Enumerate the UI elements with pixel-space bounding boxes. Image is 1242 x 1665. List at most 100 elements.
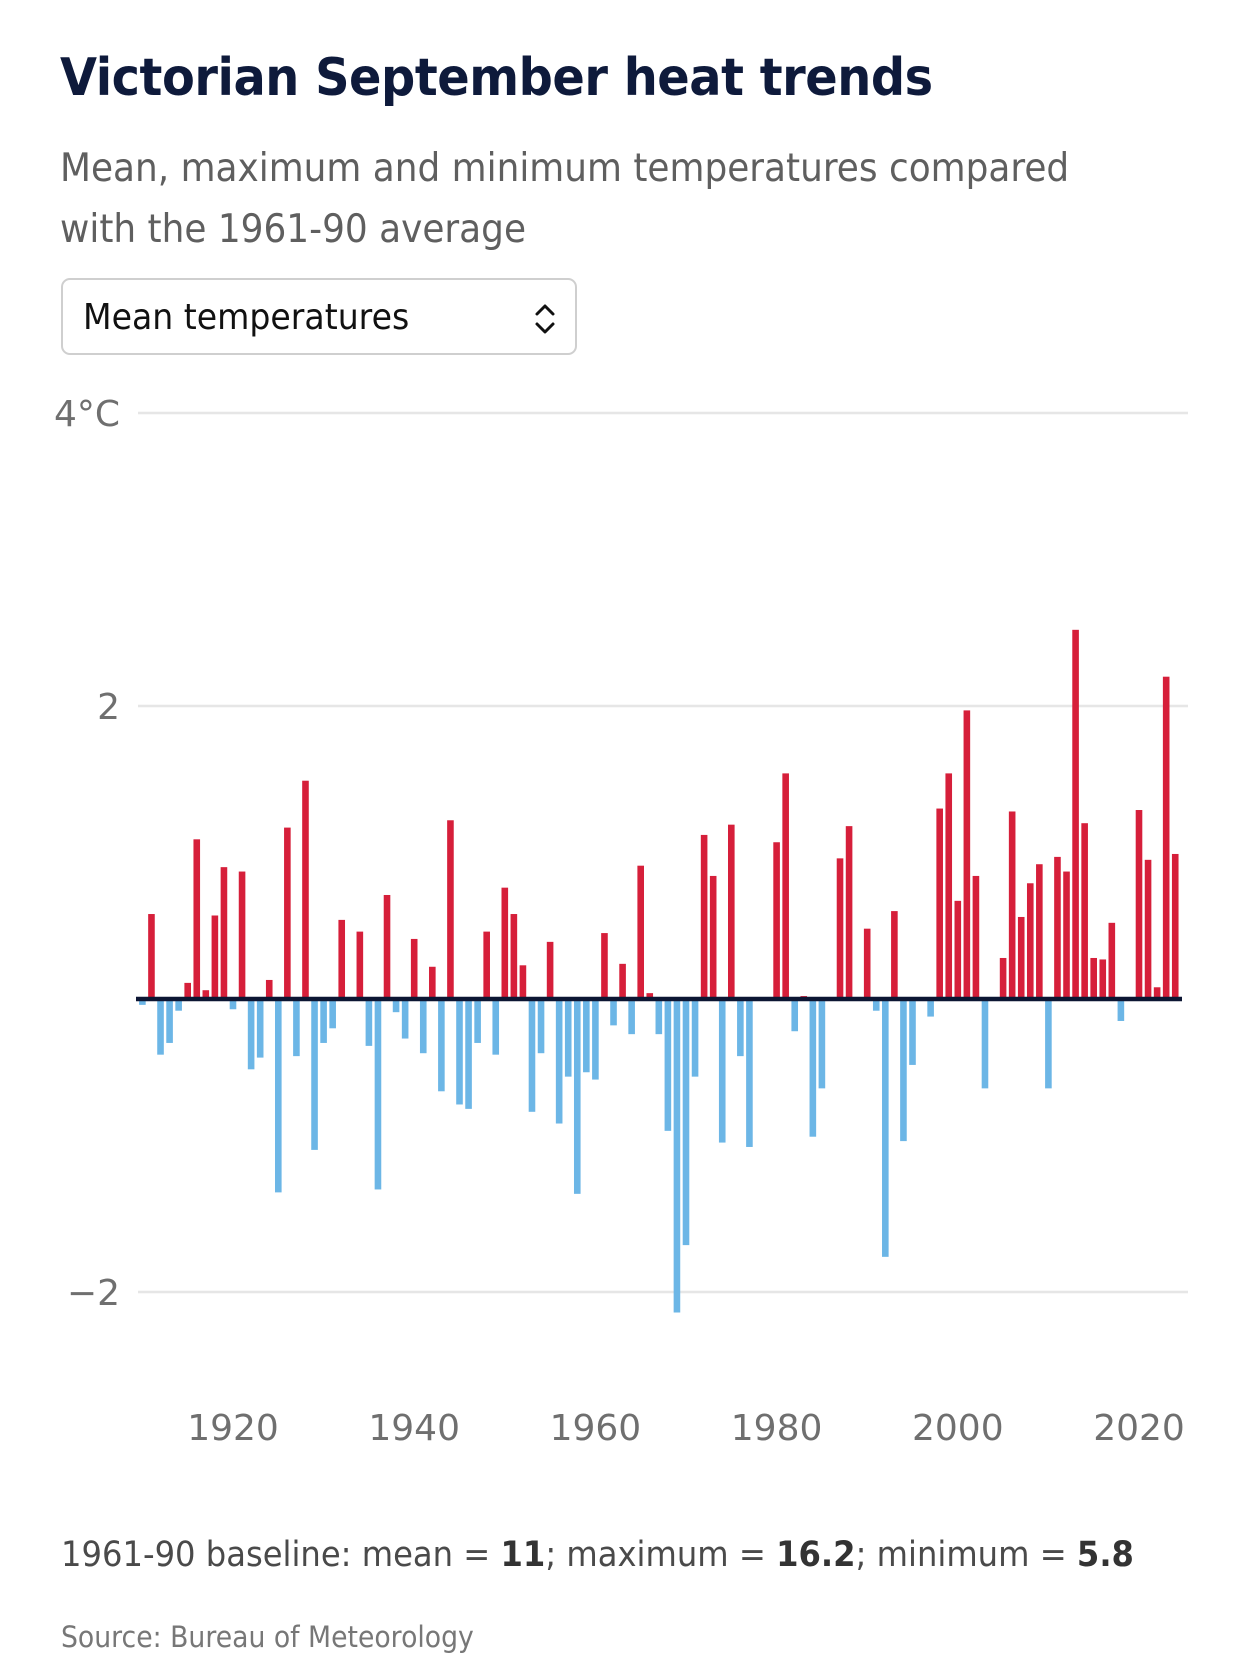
bar-1942: [429, 966, 436, 999]
x-tick-label: 1940: [368, 1408, 460, 1449]
bar-1944: [447, 820, 454, 999]
bar-1984: [809, 999, 817, 1137]
bar-1954: [537, 999, 545, 1054]
bar-2021: [1144, 859, 1152, 999]
y-axis-labels: 4°C 2 −2: [54, 394, 120, 1314]
bar-1929: [311, 999, 318, 1150]
bar-chart: 4°C 2 −2 1920 1940 1960 1980 2000 2020: [54, 394, 1188, 1449]
bar-1926: [284, 827, 291, 999]
bar-1943: [438, 999, 445, 1092]
baseline-sep1: ; maximum =: [545, 1535, 777, 1575]
bar-2015: [1090, 957, 1097, 999]
source-note: Source: Bureau of Meteorology: [61, 1620, 474, 1654]
bar-1934: [356, 931, 364, 999]
bars: [139, 629, 1179, 1313]
baseline-mean: 11: [500, 1535, 546, 1575]
bar-1985: [818, 999, 826, 1089]
bar-1919: [220, 867, 228, 999]
bar-1910: [139, 999, 146, 1005]
bar-1922: [247, 999, 255, 1070]
bar-1950: [501, 887, 509, 999]
bar-1956: [555, 999, 563, 1124]
baseline-note: 1961-90 baseline: mean = 11; maximum = 1…: [61, 1535, 1134, 1575]
bar-1976: [737, 999, 744, 1057]
bar-1982: [791, 999, 799, 1032]
bar-1980: [773, 842, 780, 999]
baseline-maximum: 16.2: [776, 1535, 856, 1575]
bar-1972: [700, 834, 708, 999]
chart-subtitle: Mean, maximum and minimum temperatures c…: [60, 146, 1070, 252]
bar-1928: [302, 780, 309, 999]
bar-1945: [456, 999, 463, 1105]
bar-2018: [1117, 999, 1125, 1021]
bar-1958: [573, 999, 581, 1194]
x-tick-label: 1920: [187, 1408, 279, 1449]
x-tick-label: 2020: [1093, 1408, 1185, 1449]
bar-1993: [891, 911, 898, 999]
x-tick-label: 1980: [731, 1408, 823, 1449]
bar-1977: [746, 999, 753, 1147]
bar-1939: [401, 999, 409, 1039]
bar-1963: [619, 963, 626, 999]
y-tick-label: −2: [67, 1273, 120, 1314]
bar-1927: [293, 999, 300, 1057]
bar-2008: [1026, 883, 1034, 999]
temperature-type-select[interactable]: Mean temperatures: [61, 278, 577, 355]
bar-2020: [1135, 810, 1143, 999]
bar-1971: [691, 999, 699, 1077]
bar-1997: [927, 999, 934, 1017]
select-value: Mean temperatures: [83, 297, 410, 338]
bar-2013: [1072, 629, 1079, 999]
x-tick-label: 1960: [550, 1408, 642, 1449]
bar-1968: [664, 999, 672, 1131]
bar-2017: [1108, 922, 1116, 999]
bar-1960: [592, 999, 599, 1080]
bar-2010: [1045, 999, 1052, 1089]
x-axis-labels: 1920 1940 1960 1980 2000 2020: [187, 1408, 1185, 1449]
bar-1946: [465, 999, 472, 1109]
bar-1935: [365, 999, 373, 1046]
bar-1912: [157, 999, 164, 1055]
bar-2007: [1017, 916, 1025, 999]
bar-1990: [863, 928, 871, 999]
bar-1951: [510, 914, 518, 999]
bar-1930: [320, 999, 327, 1043]
baseline-minimum: 5.8: [1076, 1535, 1134, 1575]
bar-1988: [845, 826, 853, 999]
bar-1918: [211, 915, 219, 999]
bar-1957: [564, 999, 572, 1077]
bar-1964: [628, 999, 635, 1035]
bar-1921: [238, 871, 246, 999]
gridlines: [138, 411, 1188, 1294]
bar-1911: [148, 914, 155, 999]
bar-1959: [583, 999, 590, 1073]
bar-1965: [637, 865, 644, 999]
y-tick-label: 2: [97, 687, 120, 728]
bar-1999: [945, 773, 953, 999]
x-tick-label: 2000: [912, 1408, 1004, 1449]
bar-2012: [1063, 871, 1070, 999]
bar-1992: [882, 999, 889, 1257]
bar-1949: [492, 999, 500, 1055]
bar-2005: [999, 957, 1007, 999]
bar-1998: [936, 808, 943, 999]
bar-2000: [954, 900, 962, 999]
bar-1915: [184, 982, 191, 999]
bar-1937: [383, 894, 391, 999]
bar-1916: [193, 839, 201, 999]
bar-1973: [709, 875, 717, 999]
bar-2001: [963, 710, 971, 999]
bar-1967: [655, 999, 663, 1035]
bar-1931: [329, 999, 336, 1029]
bar-1987: [836, 858, 844, 999]
bar-2014: [1081, 823, 1088, 999]
bar-1920: [229, 999, 237, 1010]
bar-1961: [601, 933, 608, 999]
bar-1975: [728, 824, 735, 999]
chevron-up-down-icon: [535, 304, 555, 334]
bar-1991: [872, 999, 880, 1011]
bar-1953: [528, 999, 536, 1112]
bar-1914: [175, 999, 182, 1011]
baseline-sep2: ; minimum =: [855, 1535, 1077, 1575]
bar-1917: [202, 990, 210, 999]
